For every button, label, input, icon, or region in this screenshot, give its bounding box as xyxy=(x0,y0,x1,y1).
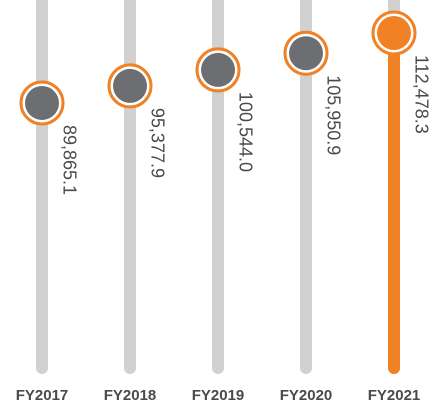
x-tick-label: FY2021 xyxy=(368,387,421,404)
marker xyxy=(289,36,323,71)
value-label: 105,950.9 xyxy=(323,75,343,155)
x-tick-label: FY2017 xyxy=(16,387,69,404)
marker xyxy=(25,85,59,120)
x-tick-label: FY2019 xyxy=(192,387,245,404)
value-label: 89,865.1 xyxy=(59,125,79,195)
marker xyxy=(201,52,235,87)
x-tick-label: FY2018 xyxy=(104,387,157,404)
marker xyxy=(377,16,411,50)
x-tick-label: FY2020 xyxy=(280,387,333,404)
value-label: 100,544.0 xyxy=(235,92,255,172)
value-label: 95,377.9 xyxy=(147,108,167,178)
marker xyxy=(113,68,147,103)
value-label: 112,478.3 xyxy=(411,55,431,134)
